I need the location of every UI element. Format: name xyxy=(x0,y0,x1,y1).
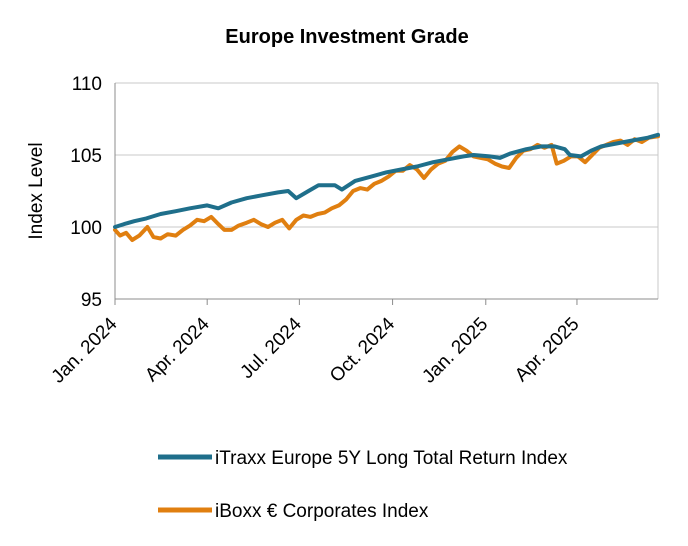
axes: 95 100 105 110 Jan. 2024 Apr. 2024 Jul. 2024 Oc… xyxy=(48,74,658,388)
x-tick-label: Apr. 2024 xyxy=(141,313,214,386)
legend-label: iBoxx € Corporates Index xyxy=(215,501,429,522)
legend: iTraxx Europe 5Y Long Total Return Index… xyxy=(158,448,568,522)
series-line-itraxx-europe-5y-long-total-return-index xyxy=(113,132,660,229)
series-lines xyxy=(113,132,660,242)
x-tick-label: Jan. 2024 xyxy=(48,313,122,387)
y-tick-label: 105 xyxy=(70,146,102,167)
legend-label: iTraxx Europe 5Y Long Total Return Index xyxy=(215,448,568,469)
y-tick-label: 110 xyxy=(72,74,102,95)
y-axis-label: Index Level xyxy=(26,142,47,239)
gridlines xyxy=(115,82,659,299)
x-tick-label: Jul. 2024 xyxy=(237,313,307,383)
x-tick-label: Oct. 2024 xyxy=(326,313,399,386)
y-tick-label: 95 xyxy=(81,290,102,311)
chart-title: Europe Investment Grade xyxy=(225,26,468,48)
x-tick-label: Jan. 2025 xyxy=(418,314,492,388)
series-line-iboxx-corporates-index xyxy=(113,134,660,242)
y-tick-label: 100 xyxy=(70,218,102,239)
x-tick-label: Apr. 2025 xyxy=(511,314,583,386)
